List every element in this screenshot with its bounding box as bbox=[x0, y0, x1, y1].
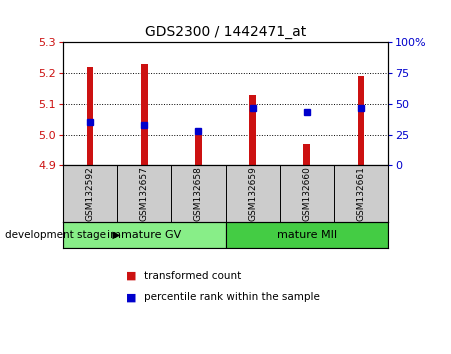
Bar bbox=[304, 144, 310, 165]
Text: GSM132592: GSM132592 bbox=[86, 166, 95, 221]
Title: GDS2300 / 1442471_at: GDS2300 / 1442471_at bbox=[145, 25, 306, 39]
Text: development stage  ▶: development stage ▶ bbox=[5, 230, 120, 240]
Text: ■: ■ bbox=[126, 292, 137, 302]
Text: transformed count: transformed count bbox=[144, 271, 242, 281]
Bar bbox=[226, 222, 388, 248]
Bar bbox=[358, 76, 364, 165]
Bar bbox=[249, 95, 256, 165]
Text: GSM132660: GSM132660 bbox=[302, 166, 311, 221]
Bar bbox=[141, 64, 147, 165]
Text: GSM132661: GSM132661 bbox=[356, 166, 365, 221]
Text: percentile rank within the sample: percentile rank within the sample bbox=[144, 292, 320, 302]
Text: ■: ■ bbox=[126, 271, 137, 281]
Bar bbox=[63, 222, 226, 248]
Bar bbox=[87, 67, 93, 165]
Text: mature MII: mature MII bbox=[276, 230, 337, 240]
Text: GSM132658: GSM132658 bbox=[194, 166, 203, 221]
Text: GSM132659: GSM132659 bbox=[248, 166, 257, 221]
Text: GSM132657: GSM132657 bbox=[140, 166, 149, 221]
Bar bbox=[195, 135, 202, 165]
Text: immature GV: immature GV bbox=[107, 230, 181, 240]
